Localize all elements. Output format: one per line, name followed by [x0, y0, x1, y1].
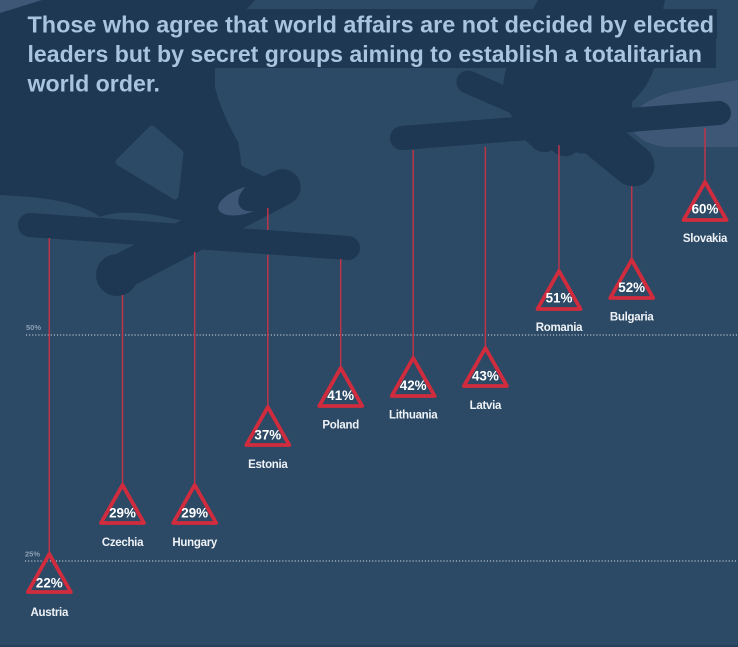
svg-text:25%: 25%	[25, 550, 40, 559]
svg-text:60%: 60%	[692, 202, 719, 217]
svg-text:Romania: Romania	[536, 322, 583, 334]
svg-text:Those who agree that world aff: Those who agree that world affairs are n…	[28, 12, 715, 38]
svg-text:29%: 29%	[109, 506, 136, 521]
svg-text:41%: 41%	[327, 388, 354, 403]
svg-text:37%: 37%	[254, 428, 281, 443]
svg-text:Bulgaria: Bulgaria	[610, 312, 655, 324]
svg-text:Austria: Austria	[31, 607, 69, 619]
svg-text:Estonia: Estonia	[248, 459, 288, 471]
svg-text:51%: 51%	[546, 291, 573, 306]
svg-text:Czechia: Czechia	[102, 537, 144, 549]
svg-text:Poland: Poland	[322, 420, 359, 432]
svg-text:22%: 22%	[36, 576, 63, 591]
svg-text:52%: 52%	[618, 280, 645, 295]
svg-text:50%: 50%	[26, 323, 41, 332]
svg-text:29%: 29%	[181, 506, 208, 521]
svg-text:Hungary: Hungary	[172, 537, 217, 549]
svg-text:world order.: world order.	[27, 71, 160, 97]
svg-text:Lithuania: Lithuania	[389, 410, 438, 422]
svg-text:Latvia: Latvia	[470, 400, 502, 412]
svg-text:43%: 43%	[472, 369, 499, 384]
svg-text:42%: 42%	[400, 378, 427, 393]
svg-text:Slovakia: Slovakia	[683, 233, 728, 245]
svg-text:leaders but by secret groups a: leaders but by secret groups aiming to e…	[28, 41, 703, 67]
